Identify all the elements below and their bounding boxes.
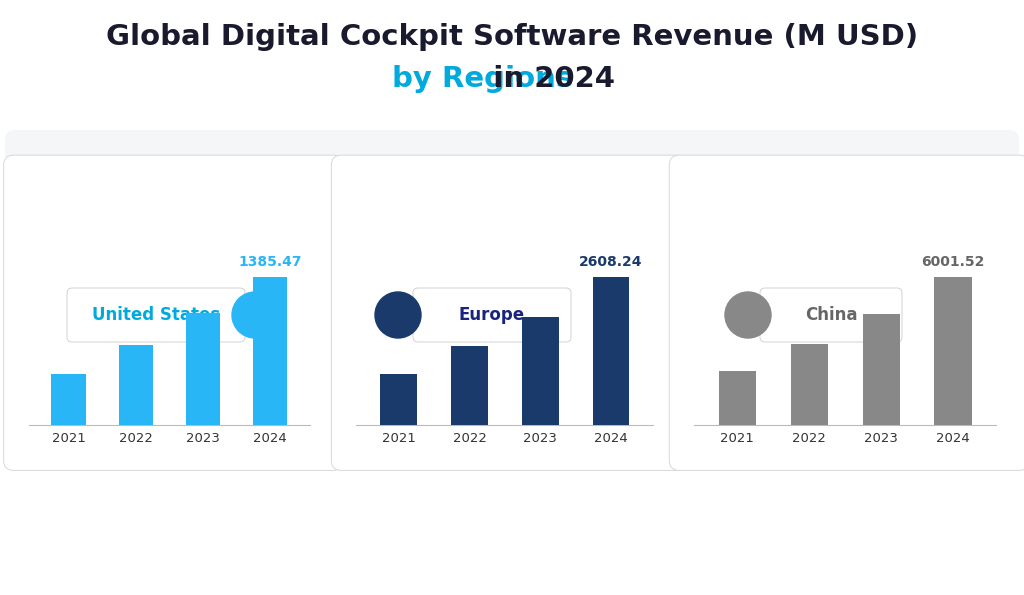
Text: by Regions: by Regions <box>392 65 573 93</box>
Circle shape <box>725 292 771 338</box>
FancyBboxPatch shape <box>413 288 571 342</box>
Bar <box>522 317 558 425</box>
FancyBboxPatch shape <box>67 288 245 342</box>
Bar <box>935 277 972 425</box>
FancyBboxPatch shape <box>332 155 686 471</box>
Text: 1385.47: 1385.47 <box>239 255 302 270</box>
Text: China: China <box>805 306 857 324</box>
Text: in 2024: in 2024 <box>392 65 615 93</box>
Bar <box>791 344 828 425</box>
FancyBboxPatch shape <box>760 288 902 342</box>
Text: 2608.24: 2608.24 <box>580 255 643 270</box>
Bar <box>862 314 900 425</box>
FancyBboxPatch shape <box>5 130 1019 460</box>
Bar <box>593 277 630 425</box>
Text: Europe: Europe <box>459 306 525 324</box>
Bar <box>380 374 417 425</box>
Bar <box>51 374 86 425</box>
FancyBboxPatch shape <box>4 155 343 471</box>
Bar <box>185 313 220 425</box>
Text: Global Digital Cockpit Software Revenue (M USD): Global Digital Cockpit Software Revenue … <box>105 23 919 51</box>
Bar <box>119 345 154 425</box>
FancyBboxPatch shape <box>670 155 1024 471</box>
Bar <box>253 277 288 425</box>
Circle shape <box>232 292 278 338</box>
Circle shape <box>375 292 421 338</box>
Bar <box>452 346 487 425</box>
Text: 6001.52: 6001.52 <box>922 255 985 270</box>
Bar <box>719 371 756 425</box>
Text: United States: United States <box>92 306 220 324</box>
